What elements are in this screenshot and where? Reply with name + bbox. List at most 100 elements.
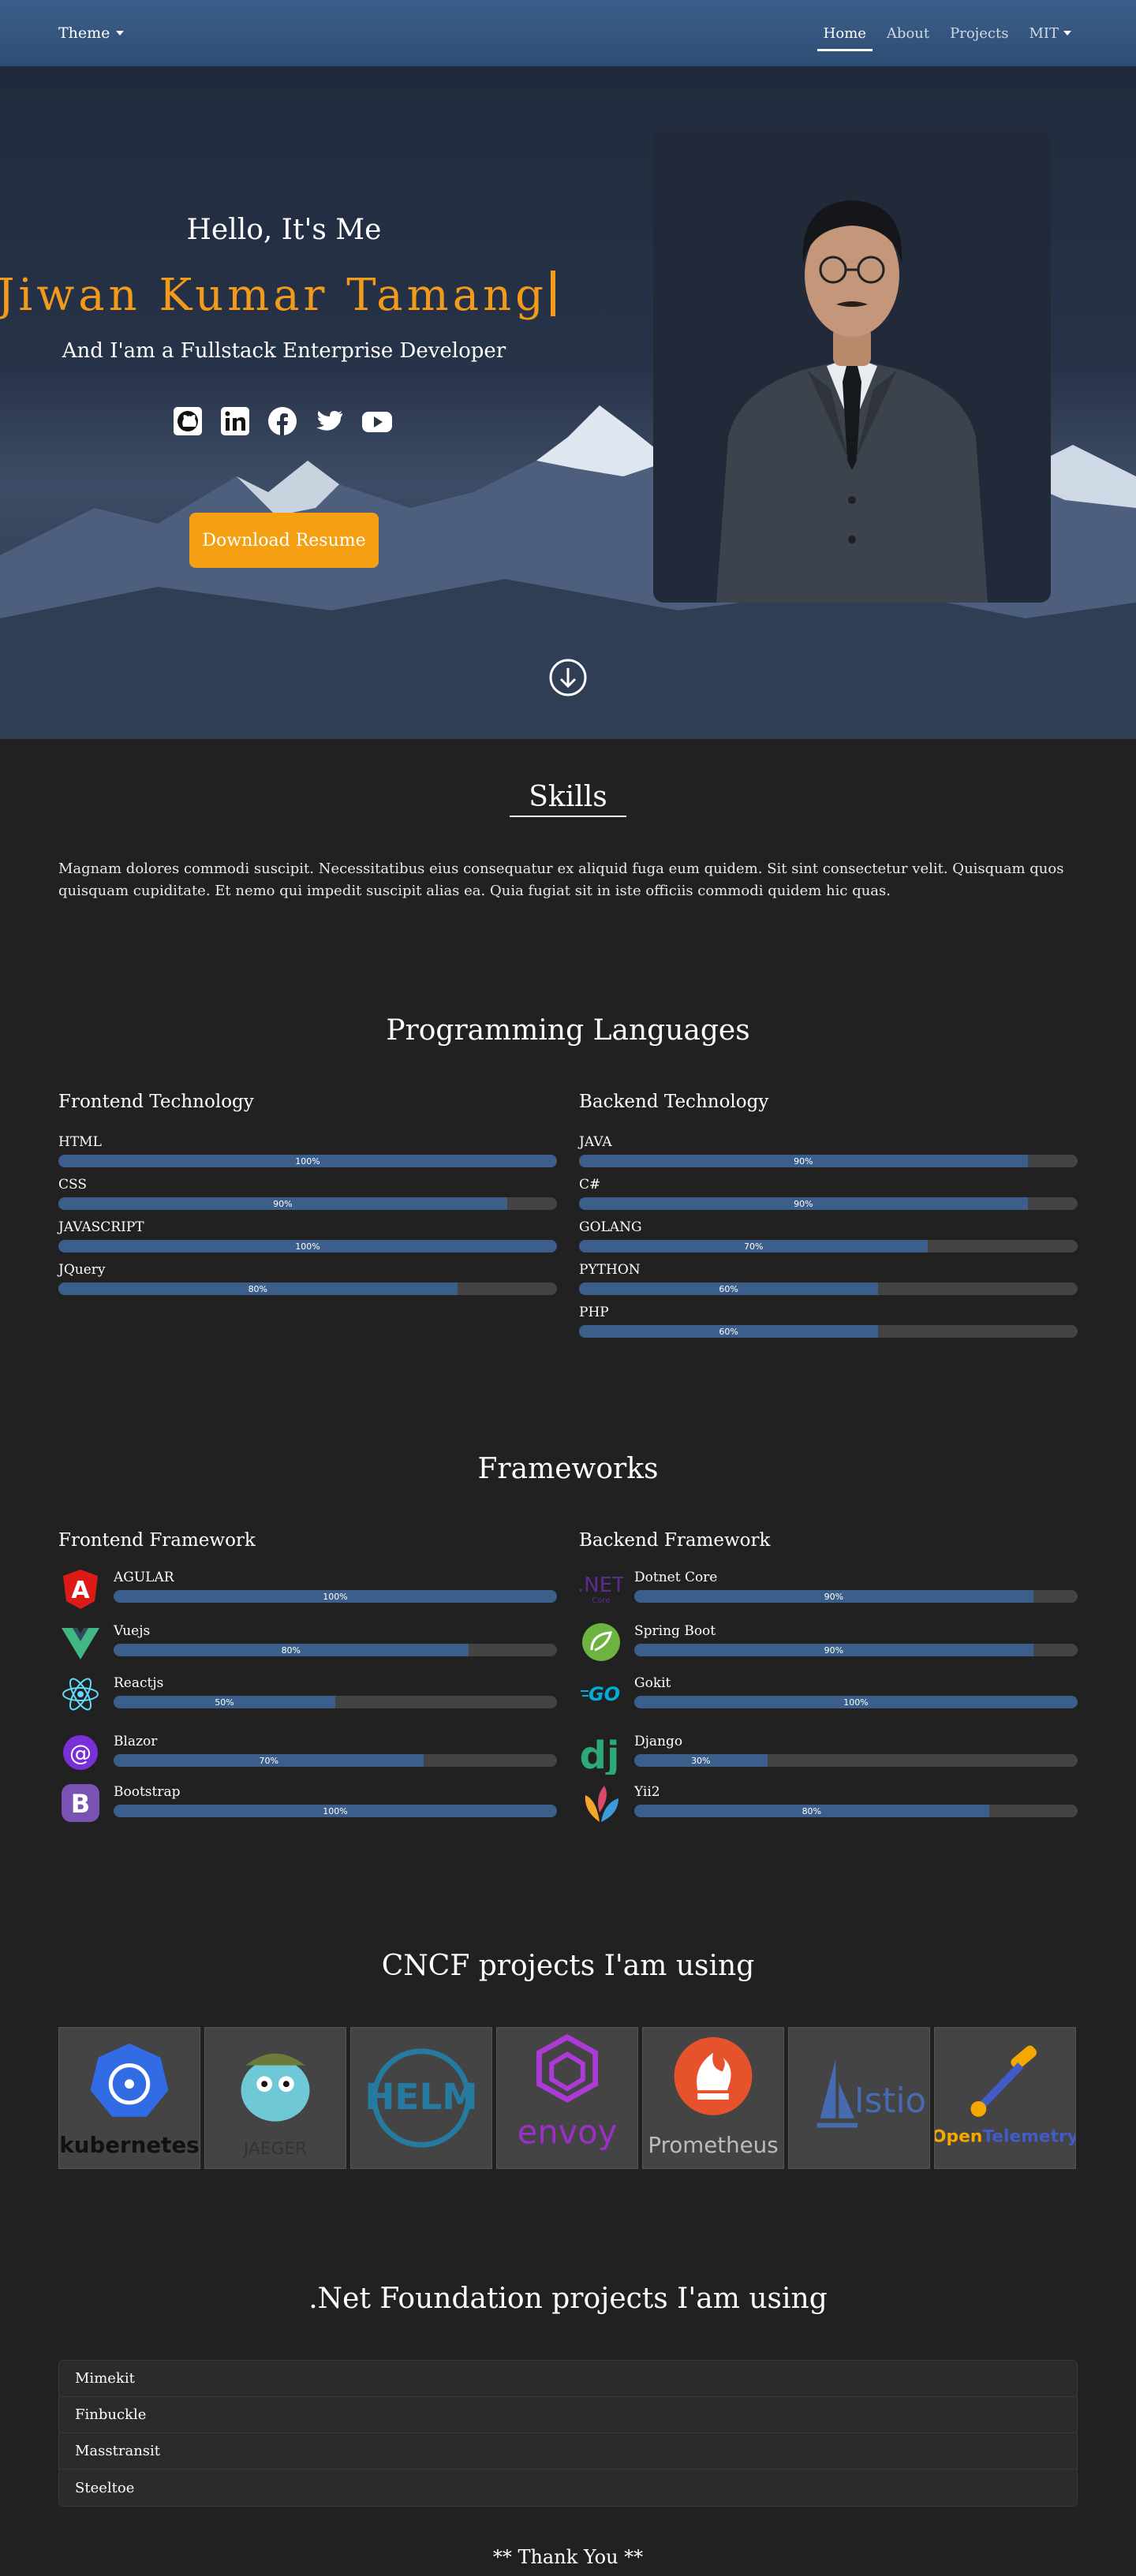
blazor-icon: @ bbox=[63, 1735, 98, 1770]
nav-projects[interactable]: Projects bbox=[950, 24, 1009, 42]
css-progress-fill: 90% bbox=[58, 1197, 507, 1210]
go-icon: GO bbox=[581, 1683, 620, 1705]
kubernetes-logo[interactable]: kubernetes bbox=[58, 2027, 200, 2169]
kubernetes-icon: kubernetes bbox=[59, 2043, 200, 2158]
dotnet-foundation-list: Mimekit Finbuckle Masstransit Steeltoe bbox=[58, 2360, 1078, 2507]
theme-dropdown[interactable]: Theme bbox=[58, 24, 125, 42]
skills-title: Skills bbox=[529, 781, 607, 813]
django-label: Django bbox=[634, 1734, 683, 1749]
html-progress-bar: 100% bbox=[58, 1155, 557, 1167]
svg-text:dj: dj bbox=[580, 1734, 620, 1775]
css-progress-bar: 90% bbox=[58, 1197, 557, 1210]
envoy-logo[interactable]: envoy bbox=[496, 2027, 638, 2169]
yii2-progress-fill: 80% bbox=[634, 1805, 989, 1817]
css-label: CSS bbox=[58, 1177, 88, 1193]
svg-text:kubernetes: kubernetes bbox=[59, 2132, 199, 2158]
hero-greeting: Hello, It's Me bbox=[186, 214, 382, 246]
scroll-down-icon[interactable] bbox=[548, 658, 588, 697]
linkedin-icon[interactable] bbox=[219, 405, 251, 437]
svg-text:Prometheus: Prometheus bbox=[648, 2132, 778, 2158]
backend-technology-title: Backend Technology bbox=[579, 1092, 769, 1112]
skills-description: Magnam dolores commodi suscipit. Necessi… bbox=[58, 861, 1064, 899]
gokit-label: Gokit bbox=[634, 1675, 671, 1691]
hero-name: Jiwan Kumar Tamang bbox=[0, 270, 560, 321]
bootstrap-progress-fill: 100% bbox=[114, 1805, 557, 1817]
envoy-icon: envoy bbox=[518, 2033, 617, 2151]
list-item[interactable]: Mimekit bbox=[59, 2361, 1077, 2397]
nav-mit-dropdown[interactable]: MIT bbox=[1022, 21, 1078, 47]
vue-icon bbox=[62, 1628, 99, 1659]
dotnet-core-progress-bar: 90% bbox=[634, 1590, 1078, 1603]
agular-progress-bar: 100% bbox=[114, 1590, 557, 1603]
list-item[interactable]: Finbuckle bbox=[59, 2397, 1077, 2433]
javascript-progress-bar: 100% bbox=[58, 1240, 557, 1253]
spring-boot-progress-bar: 90% bbox=[634, 1644, 1078, 1656]
skills-underline bbox=[510, 816, 626, 817]
social-links bbox=[172, 405, 393, 437]
svg-text:Istio: Istio bbox=[854, 2081, 926, 2121]
istio-logo[interactable]: Istio bbox=[788, 2027, 930, 2169]
bootstrap-label: Bootstrap bbox=[114, 1784, 181, 1800]
blazor-progress-bar: 70% bbox=[114, 1754, 557, 1767]
prometheus-logo[interactable]: Prometheus bbox=[642, 2027, 784, 2169]
jquery-progress-fill: 80% bbox=[58, 1282, 458, 1295]
spring-boot-label: Spring Boot bbox=[634, 1623, 716, 1639]
cncf-title: CNCF projects I'am using bbox=[381, 1950, 755, 1982]
github-icon[interactable] bbox=[172, 405, 204, 437]
prometheus-icon: Prometheus bbox=[648, 2037, 779, 2158]
dotnet-core-progress-fill: 90% bbox=[634, 1590, 1033, 1603]
hero-section: Hello, It's Me Jiwan Kumar Tamang And I'… bbox=[0, 66, 1136, 739]
twitter-icon[interactable] bbox=[314, 405, 346, 437]
nav-about[interactable]: About bbox=[886, 24, 930, 42]
facebook-icon[interactable] bbox=[267, 405, 298, 437]
istio-icon: Istio bbox=[816, 2059, 926, 2128]
python-progress-bar: 60% bbox=[579, 1282, 1078, 1295]
svg-text:JAEGER: JAEGER bbox=[242, 2139, 307, 2159]
svg-text:@: @ bbox=[69, 1740, 92, 1766]
opentelemetry-icon: OpenTelemetry bbox=[935, 2045, 1075, 2146]
vuejs-label: Vuejs bbox=[114, 1623, 151, 1639]
python-progress-fill: 60% bbox=[579, 1282, 879, 1295]
profile-photo bbox=[653, 129, 1051, 603]
c-progress-fill: 90% bbox=[579, 1197, 1028, 1210]
blazor-progress-fill: 70% bbox=[114, 1754, 424, 1767]
agular-progress-fill: 100% bbox=[114, 1590, 557, 1603]
list-item[interactable]: Masstransit bbox=[59, 2433, 1077, 2470]
svg-text:B: B bbox=[71, 1789, 90, 1819]
yii-icon bbox=[585, 1786, 618, 1822]
svg-text:OpenTelemetry: OpenTelemetry bbox=[935, 2126, 1075, 2146]
svg-text:Core: Core bbox=[592, 1596, 610, 1605]
youtube-icon[interactable] bbox=[361, 405, 393, 437]
react-icon bbox=[62, 1678, 99, 1711]
helm-logo[interactable]: HELM bbox=[350, 2027, 492, 2169]
chevron-down-icon bbox=[1063, 31, 1071, 35]
java-progress-fill: 90% bbox=[579, 1155, 1028, 1167]
blazor-label: Blazor bbox=[114, 1734, 158, 1749]
navbar: Theme Home About Projects MIT bbox=[0, 0, 1136, 66]
java-label: JAVA bbox=[579, 1134, 612, 1150]
gokit-progress-fill: 100% bbox=[634, 1696, 1078, 1708]
hero-tagline: And I'am a Fullstack Enterprise Develope… bbox=[62, 339, 506, 363]
list-item[interactable]: Steeltoe bbox=[59, 2470, 1077, 2506]
nav-mit-label: MIT bbox=[1029, 24, 1059, 42]
javascript-label: JAVASCRIPT bbox=[58, 1219, 144, 1235]
frontend-framework-title: Frontend Framework bbox=[58, 1530, 256, 1551]
reactjs-progress-bar: 50% bbox=[114, 1696, 557, 1708]
django-icon: dj bbox=[580, 1734, 620, 1775]
c-progress-bar: 90% bbox=[579, 1197, 1078, 1210]
yii2-label: Yii2 bbox=[634, 1784, 660, 1800]
html-progress-fill: 100% bbox=[58, 1155, 557, 1167]
nav-home[interactable]: Home bbox=[816, 21, 873, 51]
thank-you-text: ** Thank You ** bbox=[492, 2546, 644, 2568]
vuejs-progress-fill: 80% bbox=[114, 1644, 469, 1656]
python-label: PYTHON bbox=[579, 1262, 641, 1278]
jaeger-logo[interactable]: JAEGER bbox=[204, 2027, 346, 2169]
theme-label: Theme bbox=[58, 24, 110, 42]
download-resume-button[interactable]: Download Resume bbox=[189, 513, 379, 568]
programming-languages-title: Programming Languages bbox=[386, 1014, 750, 1047]
opentelemetry-logo[interactable]: OpenTelemetry bbox=[934, 2027, 1076, 2169]
golang-progress-bar: 70% bbox=[579, 1240, 1078, 1253]
svg-text:envoy: envoy bbox=[518, 2112, 617, 2151]
php-progress-bar: 60% bbox=[579, 1325, 1078, 1338]
jquery-progress-bar: 80% bbox=[58, 1282, 557, 1295]
